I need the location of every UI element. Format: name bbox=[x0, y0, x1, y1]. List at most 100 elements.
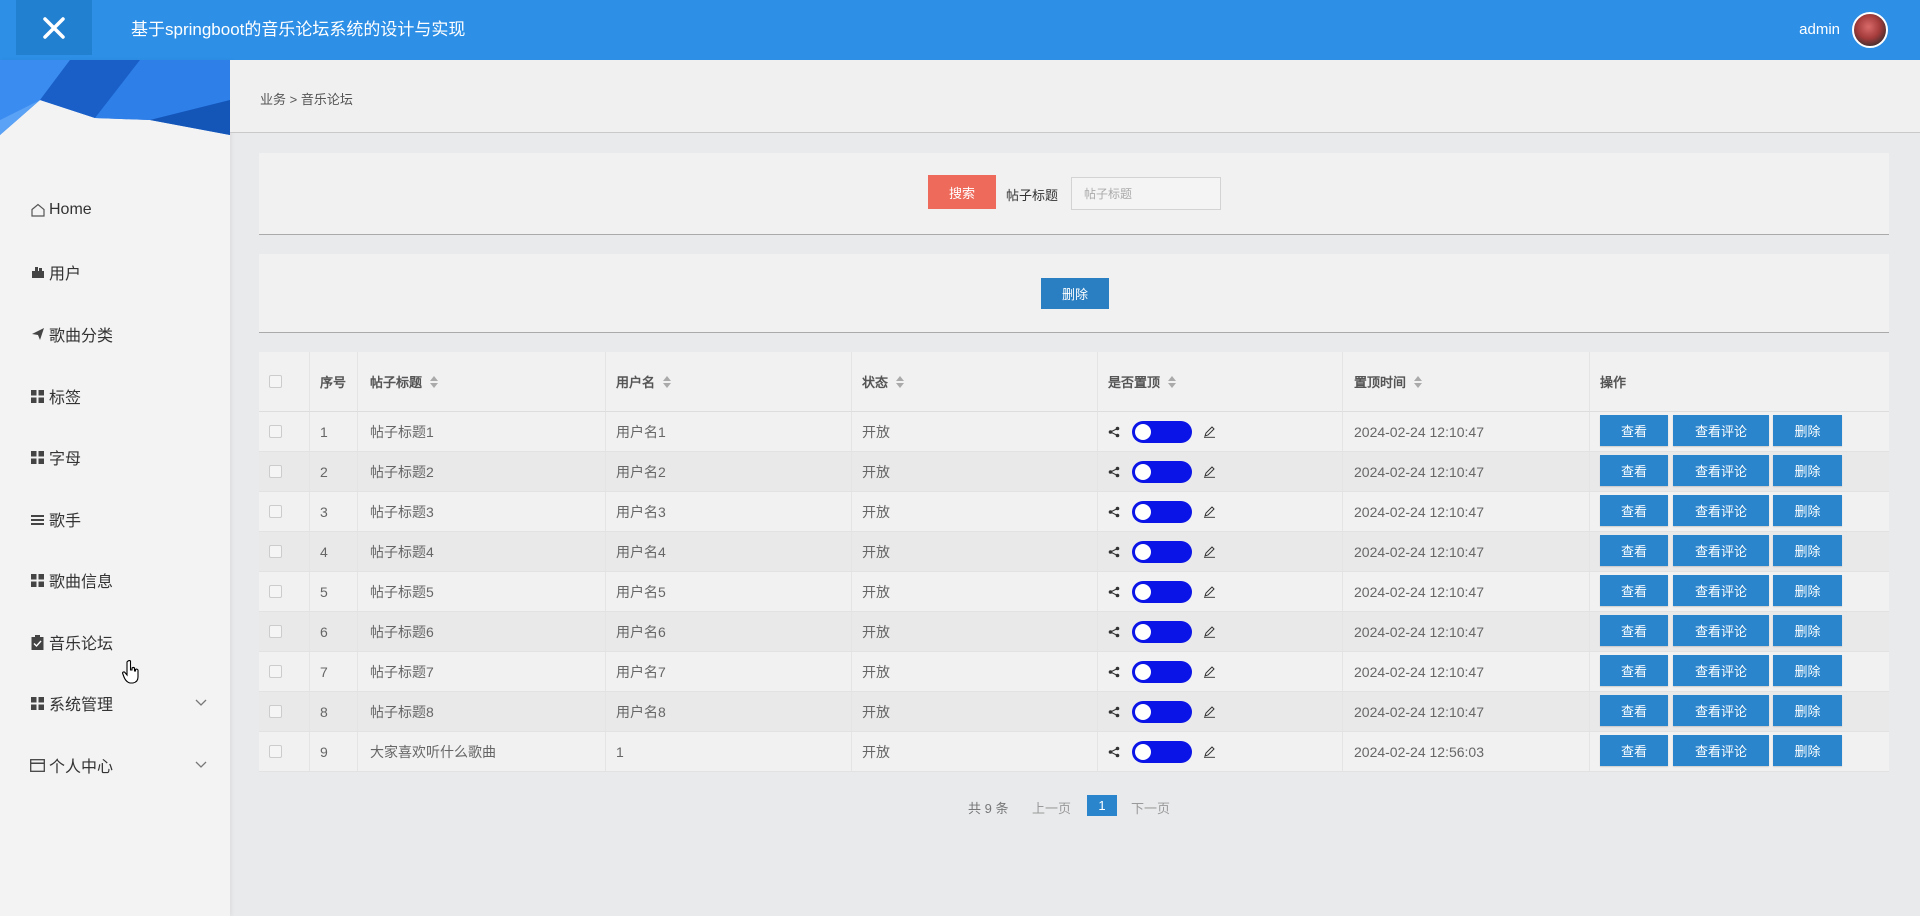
sidebar-item-letters[interactable]: 字母 bbox=[0, 437, 230, 477]
row-checkbox[interactable] bbox=[269, 585, 282, 598]
pinned-toggle[interactable] bbox=[1132, 661, 1192, 683]
edit-icon[interactable] bbox=[1203, 665, 1216, 678]
row-checkbox[interactable] bbox=[269, 625, 282, 638]
pinned-toggle[interactable] bbox=[1132, 741, 1192, 763]
view-button[interactable]: 查看 bbox=[1600, 615, 1668, 646]
app-title: 基于springboot的音乐论坛系统的设计与实现 bbox=[131, 20, 466, 39]
row-delete-button[interactable]: 删除 bbox=[1773, 535, 1842, 566]
row-status: 开放 bbox=[862, 583, 890, 600]
current-page-button[interactable]: 1 bbox=[1087, 795, 1117, 816]
view-button[interactable]: 查看 bbox=[1600, 535, 1668, 566]
action-panel: 删除 bbox=[259, 254, 1889, 333]
row-checkbox[interactable] bbox=[269, 665, 282, 678]
header-operations: 操作 bbox=[1600, 375, 1627, 390]
view-comments-button[interactable]: 查看评论 bbox=[1673, 455, 1769, 486]
view-button[interactable]: 查看 bbox=[1600, 495, 1668, 526]
edit-icon[interactable] bbox=[1203, 505, 1216, 518]
close-menu-button[interactable] bbox=[16, 0, 92, 55]
header-title-cell[interactable]: 帖子标题 bbox=[370, 352, 439, 411]
view-comments-button[interactable]: 查看评论 bbox=[1673, 735, 1769, 766]
view-comments-button[interactable]: 查看评论 bbox=[1673, 535, 1769, 566]
header-pin-time-cell[interactable]: 置顶时间 bbox=[1354, 352, 1423, 411]
row-delete-button[interactable]: 删除 bbox=[1773, 695, 1842, 726]
edit-icon[interactable] bbox=[1203, 585, 1216, 598]
share-icon[interactable] bbox=[1108, 466, 1120, 478]
sidebar-item-home[interactable]: Home bbox=[0, 190, 230, 230]
row-checkbox[interactable] bbox=[269, 705, 282, 718]
edit-icon[interactable] bbox=[1203, 545, 1216, 558]
row-delete-button[interactable]: 删除 bbox=[1773, 735, 1842, 766]
pinned-toggle[interactable] bbox=[1132, 701, 1192, 723]
sidebar-item-singers[interactable]: 歌手 bbox=[0, 499, 230, 539]
user-name[interactable]: admin bbox=[1799, 21, 1840, 38]
header-status-cell[interactable]: 状态 bbox=[862, 352, 905, 411]
sidebar: Home 用户 歌曲分类 标签 字母 歌手 歌曲信息 音乐论坛 bbox=[0, 60, 230, 916]
edit-icon[interactable] bbox=[1203, 425, 1216, 438]
view-button[interactable]: 查看 bbox=[1600, 695, 1668, 726]
share-icon[interactable] bbox=[1108, 426, 1120, 438]
share-icon[interactable] bbox=[1108, 706, 1120, 718]
share-icon[interactable] bbox=[1108, 506, 1120, 518]
table-row: 7 帖子标题7 用户名7 开放 2024-02-24 12:10:47 查看 查看评论 删除 bbox=[259, 652, 1889, 692]
row-delete-button[interactable]: 删除 bbox=[1773, 415, 1842, 446]
edit-icon[interactable] bbox=[1203, 745, 1216, 758]
sidebar-item-system-management[interactable]: 系统管理 bbox=[0, 683, 230, 723]
edit-icon[interactable] bbox=[1203, 625, 1216, 638]
sidebar-item-song-category[interactable]: 歌曲分类 bbox=[0, 314, 230, 354]
edit-icon[interactable] bbox=[1203, 705, 1216, 718]
sidebar-item-users[interactable]: 用户 bbox=[0, 252, 230, 292]
share-icon[interactable] bbox=[1108, 546, 1120, 558]
header-pinned-cell[interactable]: 是否置顶 bbox=[1108, 352, 1177, 411]
next-page-button[interactable]: 下一页 bbox=[1131, 801, 1171, 816]
header-username-cell[interactable]: 用户名 bbox=[616, 352, 672, 411]
row-delete-button[interactable]: 删除 bbox=[1773, 495, 1842, 526]
sidebar-item-music-forum[interactable]: 音乐论坛 bbox=[0, 622, 230, 662]
row-delete-button[interactable]: 删除 bbox=[1773, 575, 1842, 606]
avatar[interactable] bbox=[1852, 12, 1888, 48]
row-delete-button[interactable]: 删除 bbox=[1773, 455, 1842, 486]
row-delete-button[interactable]: 删除 bbox=[1773, 655, 1842, 686]
row-status: 开放 bbox=[862, 703, 890, 720]
row-delete-button[interactable]: 删除 bbox=[1773, 615, 1842, 646]
sidebar-item-label: 歌曲分类 bbox=[49, 328, 114, 345]
pinned-toggle[interactable] bbox=[1132, 421, 1192, 443]
view-button[interactable]: 查看 bbox=[1600, 415, 1668, 446]
share-icon[interactable] bbox=[1108, 586, 1120, 598]
share-icon[interactable] bbox=[1108, 626, 1120, 638]
view-comments-button[interactable]: 查看评论 bbox=[1673, 575, 1769, 606]
share-icon[interactable] bbox=[1108, 666, 1120, 678]
bulk-delete-button[interactable]: 删除 bbox=[1041, 278, 1109, 309]
row-checkbox[interactable] bbox=[269, 545, 282, 558]
pinned-toggle[interactable] bbox=[1132, 621, 1192, 643]
row-checkbox[interactable] bbox=[269, 425, 282, 438]
pinned-toggle[interactable] bbox=[1132, 541, 1192, 563]
pinned-toggle[interactable] bbox=[1132, 581, 1192, 603]
row-username: 用户名1 bbox=[616, 423, 666, 440]
sidebar-item-personal-center[interactable]: 个人中心 bbox=[0, 745, 230, 785]
view-button[interactable]: 查看 bbox=[1600, 735, 1668, 766]
sidebar-item-label: 歌曲信息 bbox=[49, 574, 114, 591]
share-icon[interactable] bbox=[1108, 746, 1120, 758]
pinned-toggle[interactable] bbox=[1132, 501, 1192, 523]
select-all-checkbox[interactable] bbox=[269, 375, 282, 388]
breadcrumb[interactable]: 业务 > 音乐论坛 bbox=[260, 92, 353, 107]
view-button[interactable]: 查看 bbox=[1600, 455, 1668, 486]
sidebar-item-song-info[interactable]: 歌曲信息 bbox=[0, 560, 230, 600]
table-row: 4 帖子标题4 用户名4 开放 2024-02-24 12:10:47 查看 查看评论 删除 bbox=[259, 532, 1889, 572]
view-comments-button[interactable]: 查看评论 bbox=[1673, 415, 1769, 446]
sidebar-item-tags[interactable]: 标签 bbox=[0, 376, 230, 416]
prev-page-button[interactable]: 上一页 bbox=[1032, 801, 1072, 816]
view-comments-button[interactable]: 查看评论 bbox=[1673, 615, 1769, 646]
pinned-toggle[interactable] bbox=[1132, 461, 1192, 483]
row-checkbox[interactable] bbox=[269, 505, 282, 518]
edit-icon[interactable] bbox=[1203, 465, 1216, 478]
row-checkbox[interactable] bbox=[269, 745, 282, 758]
row-checkbox[interactable] bbox=[269, 465, 282, 478]
view-comments-button[interactable]: 查看评论 bbox=[1673, 495, 1769, 526]
view-button[interactable]: 查看 bbox=[1600, 575, 1668, 606]
view-button[interactable]: 查看 bbox=[1600, 655, 1668, 686]
search-button[interactable]: 搜索 bbox=[928, 175, 996, 209]
view-comments-button[interactable]: 查看评论 bbox=[1673, 655, 1769, 686]
view-comments-button[interactable]: 查看评论 bbox=[1673, 695, 1769, 726]
post-title-search-input[interactable] bbox=[1071, 177, 1221, 210]
